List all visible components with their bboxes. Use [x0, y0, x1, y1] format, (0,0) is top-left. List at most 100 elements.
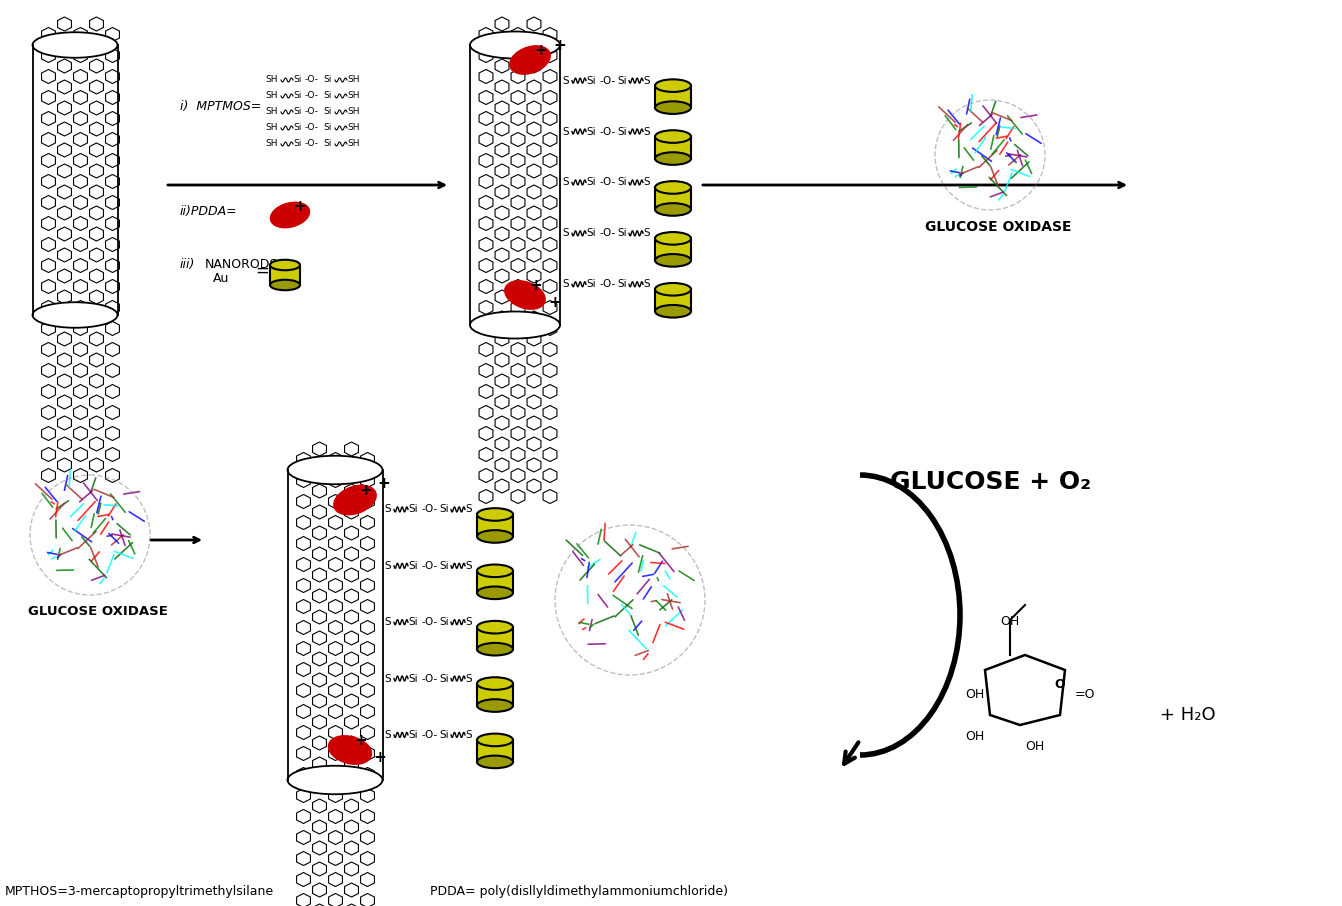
Text: +: +: [294, 199, 306, 214]
Ellipse shape: [510, 46, 550, 74]
Text: S: S: [384, 561, 391, 571]
Text: Si: Si: [617, 75, 627, 86]
Text: Si: Si: [439, 505, 448, 515]
Ellipse shape: [329, 736, 372, 765]
Ellipse shape: [476, 508, 513, 521]
Text: S: S: [384, 617, 391, 627]
Text: O: O: [1055, 679, 1066, 691]
Text: S: S: [464, 730, 471, 740]
Text: S: S: [384, 673, 391, 683]
Text: -O-: -O-: [305, 123, 319, 132]
Text: -O-: -O-: [421, 730, 437, 740]
Text: SH: SH: [264, 139, 278, 148]
Ellipse shape: [476, 621, 513, 633]
Text: Si: Si: [408, 561, 417, 571]
Text: GLUCOSE + O₂: GLUCOSE + O₂: [890, 470, 1091, 494]
Text: -O-: -O-: [599, 75, 615, 86]
Text: S: S: [464, 561, 471, 571]
Ellipse shape: [655, 181, 691, 194]
Text: Si: Si: [617, 279, 627, 289]
Text: -O-: -O-: [305, 91, 319, 100]
Text: S: S: [464, 505, 471, 515]
Polygon shape: [470, 45, 560, 325]
Text: +: +: [377, 476, 389, 491]
Polygon shape: [655, 238, 691, 260]
Text: Si: Si: [293, 123, 302, 132]
Text: +: +: [354, 733, 368, 748]
Ellipse shape: [476, 530, 513, 543]
Polygon shape: [32, 45, 118, 315]
Polygon shape: [476, 683, 513, 706]
Ellipse shape: [505, 281, 545, 309]
Text: -O-: -O-: [599, 178, 615, 188]
Text: +: +: [360, 483, 372, 498]
Ellipse shape: [476, 756, 513, 768]
Text: Si: Si: [293, 107, 302, 116]
Polygon shape: [655, 188, 691, 209]
Polygon shape: [270, 265, 301, 285]
Ellipse shape: [655, 305, 691, 318]
Polygon shape: [476, 627, 513, 650]
Ellipse shape: [470, 32, 560, 59]
Text: S: S: [643, 228, 650, 238]
Ellipse shape: [476, 734, 513, 747]
Text: -O-: -O-: [599, 127, 615, 137]
Text: SH: SH: [264, 107, 278, 116]
Text: -O-: -O-: [305, 107, 319, 116]
Text: SH: SH: [348, 139, 360, 148]
Text: Si: Si: [439, 730, 448, 740]
Ellipse shape: [270, 280, 301, 290]
Text: -O-: -O-: [421, 673, 437, 683]
Text: Si: Si: [586, 178, 596, 188]
Text: i)  MPTMOS=: i) MPTMOS=: [180, 100, 262, 113]
Text: Si: Si: [323, 139, 331, 148]
Text: S: S: [562, 178, 569, 188]
Text: SH: SH: [264, 91, 278, 100]
Text: SH: SH: [348, 75, 360, 84]
Text: Si: Si: [293, 139, 302, 148]
Text: +: +: [529, 278, 542, 294]
Text: -O-: -O-: [421, 561, 437, 571]
Text: S: S: [384, 730, 391, 740]
Ellipse shape: [655, 80, 691, 92]
Text: ii)PDDA=: ii)PDDA=: [180, 205, 238, 218]
Text: OH: OH: [1000, 615, 1020, 628]
Text: S: S: [643, 279, 650, 289]
Text: Si: Si: [293, 75, 302, 84]
Text: Si: Si: [323, 107, 331, 116]
Text: Si: Si: [586, 279, 596, 289]
Text: Si: Si: [617, 178, 627, 188]
Ellipse shape: [655, 152, 691, 165]
Polygon shape: [655, 289, 691, 312]
Ellipse shape: [270, 260, 301, 270]
Text: S: S: [464, 617, 471, 627]
Text: Si: Si: [586, 228, 596, 238]
Ellipse shape: [287, 456, 382, 484]
Text: Si: Si: [586, 127, 596, 137]
Ellipse shape: [655, 254, 691, 266]
Text: SH: SH: [264, 123, 278, 132]
Text: S: S: [643, 178, 650, 188]
Text: Si: Si: [617, 228, 627, 238]
Ellipse shape: [655, 232, 691, 245]
Ellipse shape: [655, 203, 691, 216]
Text: OH: OH: [965, 689, 984, 701]
Polygon shape: [476, 515, 513, 536]
Text: Si: Si: [617, 127, 627, 137]
Text: MPTHOS=3-mercaptopropyltrimethylsilane: MPTHOS=3-mercaptopropyltrimethylsilane: [5, 885, 274, 898]
Text: Si: Si: [408, 505, 417, 515]
Ellipse shape: [476, 678, 513, 689]
Text: SH: SH: [264, 75, 278, 84]
Text: OH: OH: [965, 730, 985, 743]
Text: Si: Si: [323, 123, 331, 132]
Text: S: S: [562, 127, 569, 137]
Text: -O-: -O-: [421, 617, 437, 627]
Text: Si: Si: [439, 673, 448, 683]
Text: Si: Si: [439, 617, 448, 627]
Ellipse shape: [655, 130, 691, 143]
Text: -O-: -O-: [599, 228, 615, 238]
Ellipse shape: [476, 699, 513, 712]
Text: S: S: [643, 75, 650, 86]
Text: -O-: -O-: [305, 139, 319, 148]
Text: -O-: -O-: [305, 75, 319, 84]
